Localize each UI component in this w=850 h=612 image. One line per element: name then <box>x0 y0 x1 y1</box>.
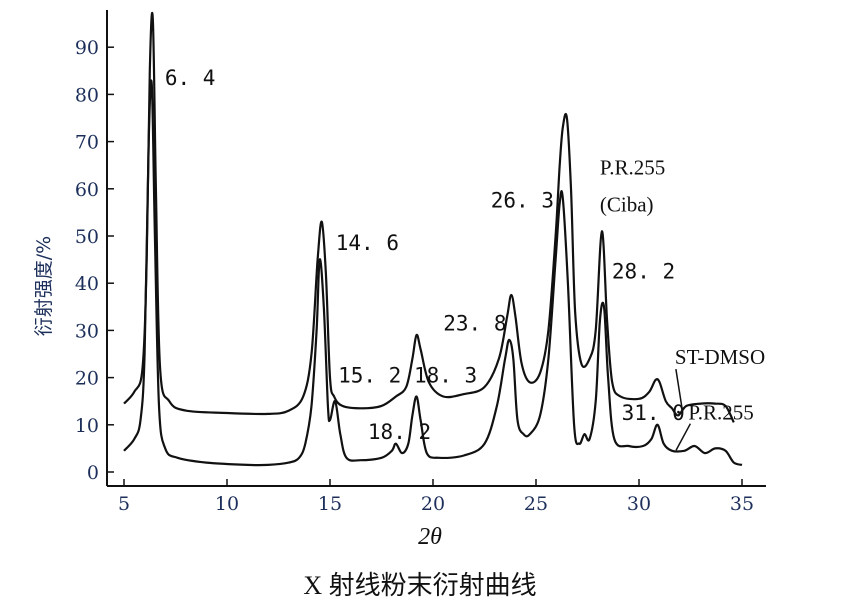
y-tick-label: 10 <box>75 415 99 437</box>
y-axis-title: 衍射强度/% <box>33 236 55 336</box>
x-tick-label: 5 <box>118 493 130 515</box>
peak-label: 18. 2 <box>368 420 431 444</box>
y-tick-label: 40 <box>75 273 99 295</box>
series-label-pr255: P.R.255 <box>688 401 753 425</box>
series-label-st-dmso: ST-DMSO <box>675 345 765 369</box>
chart-caption: X 射线粉末衍射曲线 <box>303 571 536 600</box>
y-tick-label: 60 <box>75 179 99 201</box>
x-tick-label: 35 <box>730 493 754 515</box>
peak-label: 18. 3 <box>414 363 477 387</box>
y-tick-label: 0 <box>87 462 99 484</box>
st-dmso-leader-line <box>675 369 684 410</box>
x-axis-ticks: 5 10 15 20 25 30 35 <box>118 479 754 515</box>
y-tick-label: 70 <box>75 132 99 154</box>
pr255-leader-line <box>675 423 692 451</box>
y-axis-ticks: 0 10 20 30 40 50 60 70 80 90 <box>75 37 114 484</box>
y-tick-label: 80 <box>75 84 99 106</box>
peak-label: 15. 2 <box>338 363 401 387</box>
y-tick-label: 20 <box>75 368 99 390</box>
x-tick-label: 10 <box>215 493 239 515</box>
peak-label: 26. 3 <box>491 189 554 213</box>
y-tick-label: 30 <box>75 320 99 342</box>
x-tick-label: 15 <box>318 493 342 515</box>
peak-labels: 6. 4 14. 6 15. 2 18. 3 18. 2 23. 8 26. 3 28. 2 3… <box>165 66 685 444</box>
series-label-pr255-ciba: P.R.255 <box>600 156 665 180</box>
x-tick-label: 20 <box>421 493 445 515</box>
axes <box>106 10 766 487</box>
peak-label: 31. 0 <box>622 401 685 425</box>
peak-label: 14. 6 <box>336 231 399 255</box>
peak-label: 6. 4 <box>165 66 216 90</box>
x-tick-label: 25 <box>524 493 548 515</box>
series-line <box>123 79 743 467</box>
peak-label: 23. 8 <box>443 311 506 335</box>
series-lines <box>123 11 743 467</box>
series-annotations: P.R.255 (Ciba) ST-DMSO P.R.255 <box>600 156 765 451</box>
x-tick-label: 30 <box>627 493 651 515</box>
y-tick-label: 90 <box>75 37 99 59</box>
series-label-ciba-note: (Ciba) <box>600 193 654 217</box>
peak-label: 28. 2 <box>612 259 675 283</box>
y-tick-label: 50 <box>75 226 99 248</box>
series-line <box>123 11 735 423</box>
x-axis-title: 2θ <box>418 524 442 550</box>
